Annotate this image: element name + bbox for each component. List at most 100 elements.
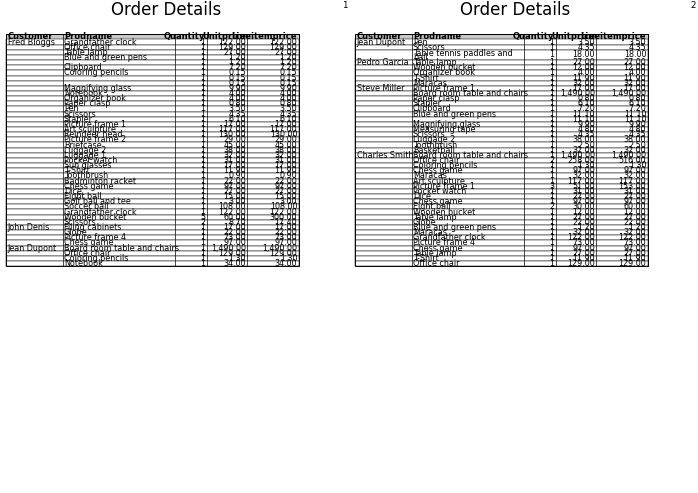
Text: 108.00: 108.00 — [269, 203, 297, 211]
Text: Maracas: Maracas — [413, 172, 447, 180]
Text: Picture frame 1: Picture frame 1 — [64, 120, 126, 129]
Bar — [355, 194, 648, 199]
Text: 30.00: 30.00 — [572, 203, 595, 211]
Text: 1: 1 — [549, 228, 554, 237]
Text: 1: 1 — [549, 146, 554, 155]
Text: 45.00: 45.00 — [274, 141, 297, 149]
Bar — [355, 184, 648, 189]
Text: Picture frame 1: Picture frame 1 — [413, 84, 475, 93]
Text: Prodname: Prodname — [413, 32, 461, 41]
Text: Picture frame 4: Picture frame 4 — [413, 239, 475, 247]
Text: 0.15: 0.15 — [228, 69, 246, 77]
Text: 122.00: 122.00 — [218, 208, 246, 216]
Text: 0.15: 0.15 — [228, 73, 246, 83]
Bar — [355, 158, 648, 163]
Text: Coloring pencils: Coloring pencils — [64, 69, 128, 77]
Text: Board room table and chairs: Board room table and chairs — [413, 89, 528, 98]
Text: 1: 1 — [200, 203, 205, 211]
Text: Toothbrush: Toothbrush — [413, 141, 457, 149]
Text: 0.15: 0.15 — [228, 79, 246, 88]
Text: 51.00: 51.00 — [572, 182, 595, 191]
Bar — [355, 241, 648, 246]
Text: 1: 1 — [200, 100, 205, 108]
Text: 8.70: 8.70 — [228, 218, 246, 227]
Text: 27.00: 27.00 — [623, 212, 646, 222]
Bar — [6, 60, 299, 65]
Text: Fred Bloggs: Fred Bloggs — [8, 37, 54, 46]
Text: 11.90: 11.90 — [274, 166, 297, 176]
Text: 1.30: 1.30 — [228, 254, 246, 263]
Text: 2: 2 — [691, 1, 697, 10]
Text: 27.00: 27.00 — [623, 192, 646, 201]
Text: Paper clasp: Paper clasp — [413, 94, 459, 103]
Text: 27.00: 27.00 — [572, 212, 595, 222]
Text: 22.00: 22.00 — [623, 218, 646, 227]
Text: 97.00: 97.00 — [572, 166, 595, 176]
Bar — [6, 39, 299, 44]
Bar — [6, 101, 299, 106]
Text: Notebook: Notebook — [64, 89, 103, 98]
Text: 1: 1 — [200, 63, 205, 72]
Text: Dice: Dice — [413, 192, 431, 201]
Text: 1: 1 — [549, 73, 554, 83]
Text: 45.00: 45.00 — [223, 141, 246, 149]
Text: 1: 1 — [549, 141, 554, 149]
Text: 1: 1 — [200, 156, 205, 165]
Text: 1: 1 — [200, 73, 205, 83]
Bar — [355, 147, 648, 153]
Text: 97.00: 97.00 — [572, 197, 595, 206]
Text: 73.00: 73.00 — [223, 233, 246, 242]
Text: Briefcase: Briefcase — [64, 141, 102, 149]
Text: Golf ball and tee: Golf ball and tee — [64, 197, 131, 206]
Text: Table lamp: Table lamp — [413, 249, 456, 258]
Bar — [355, 70, 648, 75]
Text: Paper clasp: Paper clasp — [64, 100, 110, 108]
Bar — [6, 55, 299, 60]
Text: 7.20: 7.20 — [228, 63, 246, 72]
Text: Pocket watch: Pocket watch — [413, 187, 466, 196]
Text: 1: 1 — [549, 176, 554, 186]
Bar — [355, 256, 648, 261]
Text: 1: 1 — [549, 192, 554, 201]
Text: 1: 1 — [200, 176, 205, 186]
Bar — [355, 250, 648, 256]
Text: 4.35: 4.35 — [577, 43, 595, 52]
Text: 3.50: 3.50 — [628, 37, 646, 46]
Text: 1: 1 — [549, 218, 554, 227]
Text: 11.90: 11.90 — [223, 166, 246, 176]
Bar — [355, 117, 648, 122]
Text: 129.00: 129.00 — [218, 249, 246, 258]
Text: 1: 1 — [549, 208, 554, 216]
Bar — [6, 158, 299, 163]
Text: T-Shirt: T-Shirt — [413, 254, 439, 263]
Bar — [355, 75, 648, 81]
Text: 1: 1 — [200, 69, 205, 77]
Bar — [355, 132, 648, 138]
Text: 60.00: 60.00 — [223, 212, 246, 222]
Text: 73.00: 73.00 — [623, 239, 646, 247]
Text: Jean Dupont: Jean Dupont — [8, 244, 57, 252]
Text: 1.30: 1.30 — [280, 254, 297, 263]
Bar — [355, 34, 648, 39]
Text: Office chair: Office chair — [413, 156, 459, 165]
Text: 1: 1 — [549, 130, 554, 139]
Bar — [355, 122, 648, 127]
Text: 122.00: 122.00 — [567, 233, 595, 242]
Text: 1: 1 — [549, 69, 554, 77]
Text: 1: 1 — [200, 58, 205, 67]
Text: 1: 1 — [200, 136, 205, 144]
Text: 516.00: 516.00 — [618, 156, 646, 165]
Bar — [355, 261, 648, 266]
Text: Globe: Globe — [413, 218, 436, 227]
Text: 27.00: 27.00 — [223, 48, 246, 57]
Text: Blue and green pens: Blue and green pens — [413, 223, 496, 232]
Text: 38.00: 38.00 — [624, 136, 646, 144]
Bar — [355, 106, 648, 111]
Text: 1.30: 1.30 — [629, 161, 646, 170]
Text: 1: 1 — [549, 94, 554, 103]
Text: Luggage 2: Luggage 2 — [413, 136, 455, 144]
Text: 18.00: 18.00 — [624, 50, 646, 59]
Text: 22.00: 22.00 — [223, 176, 246, 186]
Text: 12.00: 12.00 — [623, 63, 646, 72]
Text: 31.00: 31.00 — [572, 187, 595, 196]
